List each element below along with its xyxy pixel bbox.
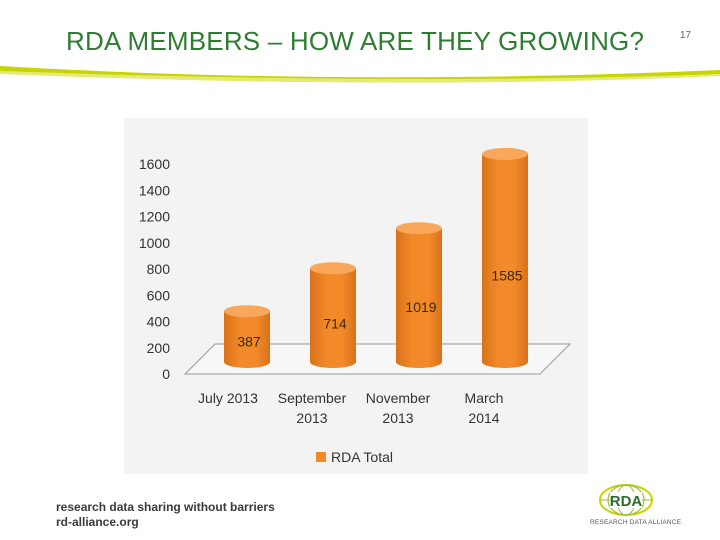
chart-floor: [183, 343, 572, 375]
data-label: 387: [237, 334, 261, 350]
x-tick-label: 2013: [296, 410, 327, 426]
data-label: 1019: [405, 299, 436, 315]
x-tick-label: March: [465, 390, 504, 406]
bar-2: 1019: [396, 222, 442, 368]
data-label: 714: [323, 316, 347, 332]
bar-top: [482, 147, 528, 160]
x-tick-label: November: [366, 390, 431, 406]
page-number: 17: [680, 30, 692, 41]
footer-tagline: research data sharing without barriers: [56, 500, 275, 514]
legend-label: RDA Total: [331, 449, 393, 465]
y-tick-label: 1200: [139, 209, 170, 225]
bar-top: [310, 262, 356, 275]
y-tick-label: 800: [147, 261, 171, 277]
x-tick-label: September: [278, 390, 347, 406]
bar-3: 1585: [482, 147, 528, 368]
header-swoosh: [0, 66, 720, 83]
bar-body: [224, 311, 270, 368]
y-tick-label: 1600: [139, 156, 170, 172]
rda-logo: RDA: [599, 484, 653, 516]
bar-1: 714: [310, 262, 356, 368]
x-tick-label: 2013: [382, 410, 413, 426]
bar-body: [310, 268, 356, 368]
bar-body: [396, 228, 442, 368]
bar-top: [224, 305, 270, 318]
data-label: 1585: [491, 268, 522, 284]
footer-url[interactable]: rd-alliance.org: [56, 515, 139, 529]
y-tick-label: 600: [147, 287, 171, 303]
logo-subtext: RESEARCH DATA ALLIANCE: [590, 519, 682, 526]
y-tick-label: 400: [147, 314, 171, 330]
bar-top: [396, 222, 442, 235]
slide-title: RDA MEMBERS – HOW ARE THEY GROWING?: [66, 26, 645, 56]
y-tick-label: 1400: [139, 182, 170, 198]
y-tick-label: 200: [147, 340, 171, 356]
x-tick-label: July 2013: [198, 390, 258, 406]
legend-swatch: [316, 452, 326, 462]
bar-0: 387: [224, 305, 270, 368]
x-tick-label: 2014: [468, 410, 499, 426]
bar-body: [482, 153, 528, 368]
logo-text: RDA: [610, 493, 643, 510]
y-tick-label: 1000: [139, 235, 170, 251]
y-tick-label: 0: [162, 366, 170, 382]
